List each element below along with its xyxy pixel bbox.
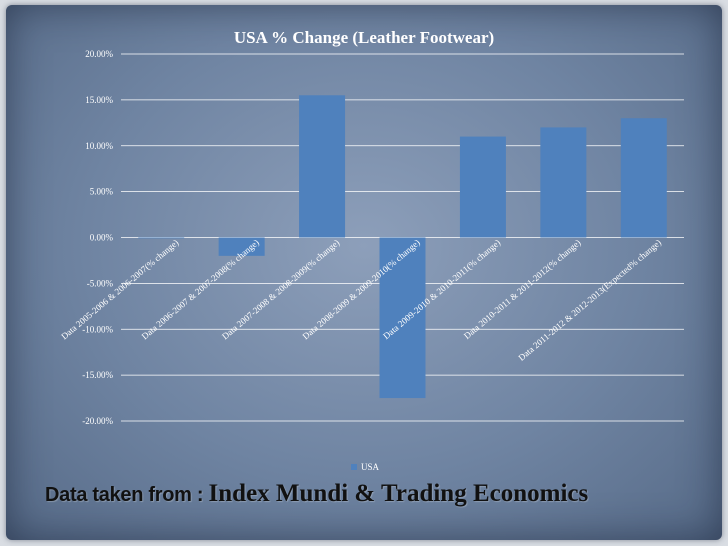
source-caption: Data taken from : Index Mundi & Trading … [45,480,588,508]
chart-legend: USA [351,462,379,472]
y-tick-label: -5.00% [87,278,114,288]
bar-2 [218,237,265,256]
y-tick-label: -20.00% [82,416,113,426]
chart-title: USA % Change (Leather Footwear) [233,28,495,47]
y-tick-label: -10.00% [82,324,113,334]
y-tick-label: -15.00% [82,370,113,380]
y-tick-label: 20.00% [85,49,113,59]
bar-6 [540,127,587,238]
y-tick-label: 10.00% [85,141,113,151]
y-tick-label: 0.00% [90,233,114,243]
bar-3 [299,95,346,238]
bar-5 [459,136,506,238]
y-tick-label: 15.00% [85,95,113,105]
slide-background [6,5,722,540]
source-names: Index Mundi & Trading Economics [208,480,589,507]
bar-4 [379,237,426,399]
bar-7 [620,118,667,238]
bar-1 [138,237,185,239]
y-tick-label: 5.00% [90,187,114,197]
legend-swatch-usa [351,464,357,470]
source-prefix: Data taken from : [45,484,209,506]
x-category-label: Data 2011-2012 & 2012-2013(Expected% cha… [516,237,663,362]
legend-label-usa: USA [361,462,380,472]
